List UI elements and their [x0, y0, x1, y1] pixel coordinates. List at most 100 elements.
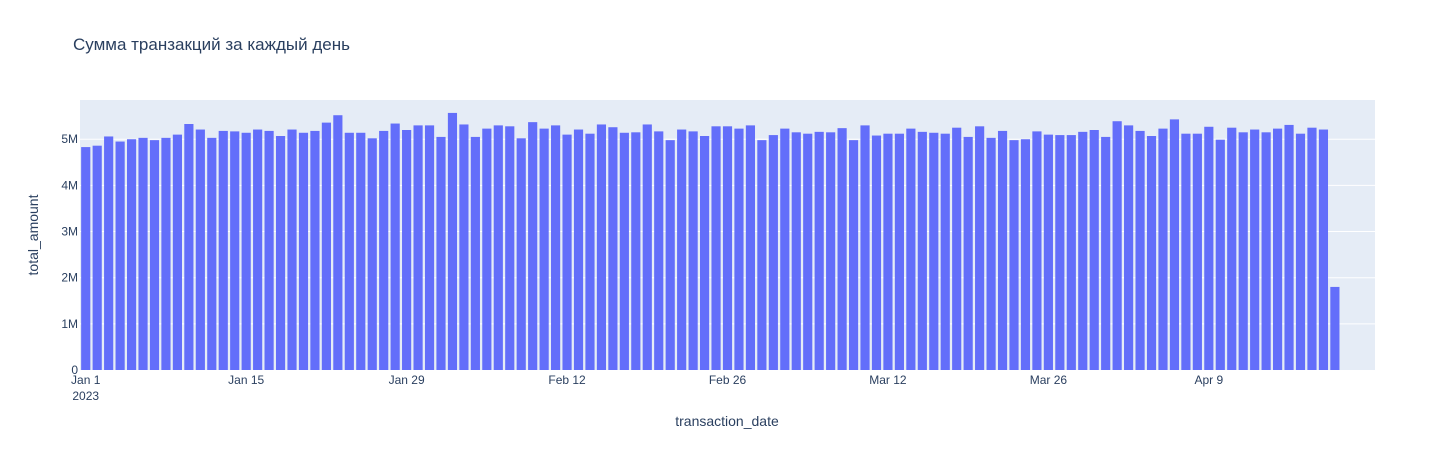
bar[interactable] [115, 141, 125, 370]
bar[interactable] [642, 124, 652, 371]
bar[interactable] [172, 134, 182, 370]
bar[interactable] [1284, 124, 1294, 370]
bar[interactable] [917, 131, 927, 370]
bar[interactable] [482, 128, 492, 370]
bar[interactable] [92, 145, 102, 370]
bar[interactable] [81, 147, 91, 370]
bar[interactable] [1215, 139, 1225, 370]
bar[interactable] [1146, 136, 1157, 370]
bar[interactable] [814, 131, 824, 370]
bar[interactable] [287, 129, 297, 370]
bar[interactable] [1101, 136, 1111, 370]
bar[interactable] [138, 137, 148, 370]
bar[interactable] [207, 137, 217, 370]
bar[interactable] [963, 136, 973, 370]
bar[interactable] [1273, 128, 1283, 370]
bar[interactable] [528, 122, 538, 371]
bar[interactable] [1250, 129, 1260, 370]
bar[interactable] [757, 140, 767, 370]
bar[interactable] [745, 125, 756, 370]
bar[interactable] [997, 130, 1008, 370]
bar[interactable] [390, 123, 400, 370]
bar[interactable] [333, 115, 343, 370]
bar[interactable] [218, 130, 228, 370]
bar[interactable] [848, 140, 859, 370]
bar[interactable] [310, 130, 320, 370]
bar[interactable] [734, 128, 744, 370]
bar[interactable] [195, 129, 205, 370]
bar[interactable] [665, 140, 675, 370]
bar[interactable] [413, 125, 423, 370]
bar[interactable] [619, 132, 629, 370]
bar[interactable] [585, 133, 595, 370]
bar[interactable] [551, 125, 561, 370]
bar[interactable] [379, 130, 389, 370]
bar[interactable] [264, 130, 274, 370]
bar[interactable] [791, 132, 801, 370]
bar[interactable] [1020, 139, 1031, 370]
bar[interactable] [780, 128, 790, 370]
bar[interactable] [608, 127, 618, 370]
bar[interactable] [894, 133, 904, 370]
bar[interactable] [654, 131, 664, 370]
bar[interactable] [883, 133, 893, 370]
bar[interactable] [447, 112, 458, 371]
bar[interactable] [1124, 125, 1134, 370]
bar[interactable] [436, 136, 446, 370]
bar[interactable] [1181, 133, 1191, 370]
bar[interactable] [402, 130, 412, 370]
bar[interactable] [596, 124, 607, 371]
bar[interactable] [459, 124, 469, 371]
bar[interactable] [1227, 127, 1237, 370]
bar[interactable] [367, 138, 377, 370]
bar[interactable] [677, 129, 687, 370]
bar[interactable] [275, 136, 286, 370]
bar[interactable] [321, 122, 331, 371]
bar[interactable] [230, 131, 240, 370]
bar[interactable] [700, 136, 710, 370]
bar[interactable] [1169, 119, 1180, 370]
bar[interactable] [1043, 134, 1053, 370]
bar[interactable] [631, 132, 641, 370]
bar[interactable] [768, 135, 778, 370]
bar[interactable] [1295, 133, 1306, 370]
bar[interactable] [1089, 130, 1099, 370]
bar[interactable] [493, 125, 503, 370]
bar[interactable] [356, 132, 366, 370]
bar[interactable] [1204, 126, 1214, 371]
bar[interactable] [688, 131, 698, 370]
bar[interactable] [470, 136, 480, 370]
bar[interactable] [986, 137, 996, 370]
bar[interactable] [344, 132, 354, 370]
bar[interactable] [253, 129, 263, 370]
bar[interactable] [1318, 129, 1329, 370]
bar[interactable] [161, 137, 171, 370]
bar[interactable] [1135, 130, 1145, 370]
bar[interactable] [126, 139, 137, 370]
bar[interactable] [906, 128, 916, 370]
bar[interactable] [1009, 140, 1019, 370]
bar[interactable] [837, 128, 847, 370]
bar[interactable] [940, 133, 950, 370]
bar[interactable] [424, 125, 435, 370]
bar[interactable] [539, 128, 549, 370]
bar[interactable] [1330, 286, 1340, 370]
bar[interactable] [871, 135, 882, 370]
bar[interactable] [722, 126, 733, 370]
bar[interactable] [952, 127, 962, 370]
bar[interactable] [1158, 128, 1168, 370]
bar[interactable] [1238, 132, 1248, 370]
bar[interactable] [562, 134, 572, 370]
bar[interactable] [1192, 133, 1202, 370]
bar[interactable] [516, 138, 526, 370]
bar[interactable] [860, 125, 870, 370]
bar[interactable] [1032, 131, 1042, 370]
bar[interactable] [184, 124, 194, 370]
bar[interactable] [1078, 131, 1088, 370]
bar[interactable] [241, 132, 251, 370]
bar[interactable] [104, 136, 114, 370]
bar[interactable] [505, 126, 515, 370]
bar[interactable] [298, 132, 309, 370]
bar[interactable] [711, 126, 721, 370]
bar[interactable] [573, 129, 584, 370]
